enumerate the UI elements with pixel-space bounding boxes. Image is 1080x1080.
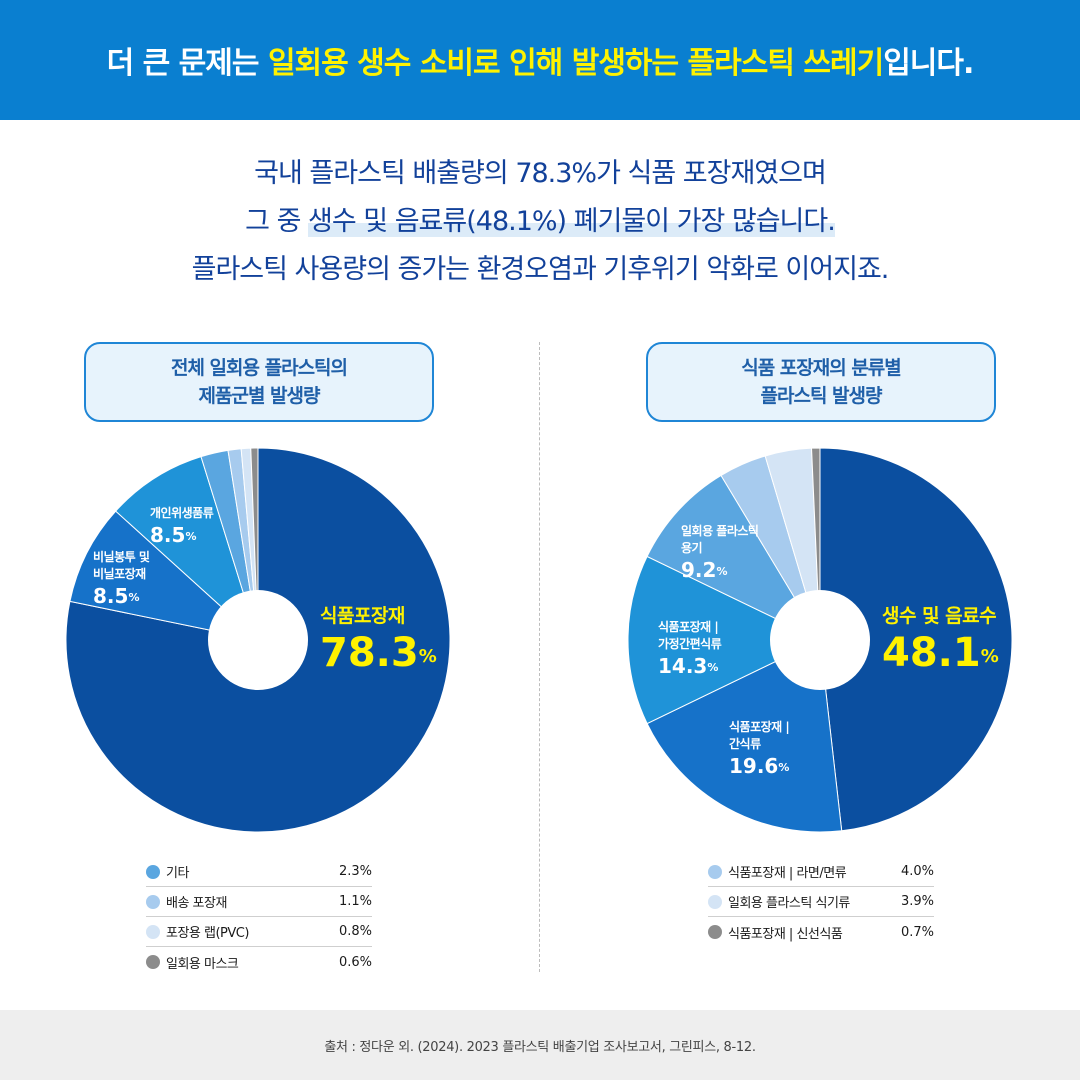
right-chart-title-line-1: 식품 포장재의 분류별 [741, 357, 902, 379]
intro-highlight: 생수 및 음료류(48.1%) 폐기물이 가장 많습니다. [308, 206, 836, 237]
left-label-vinyl: 비닐봉투 및 비닐포장재 8.5% [93, 550, 150, 608]
legend-label: 포장용 랩(PVC) [166, 926, 249, 941]
left-legend: 기타 2.3% 배송 포장재 1.1% 포장용 랩(PVC) 0.8% 일회용 … [146, 857, 372, 977]
legend-label: 배송 포장재 [166, 896, 227, 911]
left-label-food-packaging: 식품포장재 78.3% [320, 605, 437, 676]
pie-slice [227, 448, 259, 641]
legend-swatch [708, 864, 722, 879]
pie-slice [764, 447, 821, 641]
legend-value: 1.1% [338, 894, 372, 909]
right-label-snacks: 식품포장재 | 간식류 19.6% [729, 720, 790, 778]
left-chart-title-line-1: 전체 일회용 플라스틱의 [170, 357, 348, 379]
legend-label: 기타 [166, 866, 189, 881]
intro-line-1: 국내 플라스틱 배출량의 78.3%가 식품 포장재였으며 [254, 158, 827, 189]
right-label-home-meals: 식품포장재 | 가정간편식류 14.3% [658, 620, 722, 678]
legend-row: 배송 포장재 1.1% [146, 887, 372, 917]
right-chart-title-line-2: 플라스틱 발생량 [760, 385, 883, 407]
donut-hole [770, 590, 870, 690]
footer: 출처 : 정다운 외. (2024). 2023 플라스틱 배출기업 조사보고서… [0, 1010, 1080, 1080]
intro-line-3: 플라스틱 사용량의 증가는 환경오염과 기후위기 악화로 이어지죠. [191, 254, 890, 285]
intro-line-2: 그 중 생수 및 음료류(48.1%) 폐기물이 가장 많습니다. [245, 206, 836, 237]
pie-slice [250, 447, 259, 641]
right-label-water-beverage: 생수 및 음료수 48.1% [882, 605, 999, 676]
legend-label: 일회용 마스크 [166, 956, 239, 972]
left-chart-title-line-2: 제품군별 발생량 [198, 385, 321, 407]
legend-swatch [146, 955, 160, 969]
left-label-hygiene: 개인위생품류 8.5% [150, 506, 214, 547]
donut-hole [208, 590, 308, 690]
center-divider [539, 342, 540, 972]
header-banner: 더 큰 문제는 일회용 생수 소비로 인해 발생하는 플라스틱 쓰레기입니다. [0, 0, 1080, 120]
source-citation: 출처 : 정다운 외. (2024). 2023 플라스틱 배출기업 조사보고서… [324, 1039, 756, 1055]
header-title: 더 큰 문제는 일회용 생수 소비로 인해 발생하는 플라스틱 쓰레기입니다. [106, 46, 975, 81]
legend-row: 일회용 마스크 0.6% [146, 947, 372, 977]
left-chart-title-box: 전체 일회용 플라스틱의 제품군별 발생량 [84, 342, 434, 422]
legend-row: 기타 2.3% [146, 857, 372, 887]
legend-swatch [708, 894, 722, 909]
legend-label: 일회용 플라스틱 식기류 [728, 896, 850, 911]
pie-slice [811, 447, 821, 641]
legend-row: 식품포장재 | 라면/면류 4.0% [708, 857, 934, 887]
header-highlight: 일회용 생수 소비로 인해 발생하는 플라스틱 쓰레기 [267, 46, 884, 81]
right-label-containers: 일회용 플라스틱 용기 9.2% [681, 524, 759, 582]
intro-text: 국내 플라스틱 배출량의 78.3%가 식품 포장재였으며 그 중 생수 및 음… [0, 150, 1080, 294]
legend-swatch [146, 924, 160, 939]
legend-value: 3.9% [900, 894, 934, 909]
legend-row: 식품포장재 | 신선식품 0.7% [708, 917, 934, 947]
pie-slice [240, 447, 259, 641]
right-chart-title-box: 식품 포장재의 분류별 플라스틱 발생량 [646, 342, 996, 422]
legend-swatch [146, 864, 160, 879]
right-legend: 식품포장재 | 라면/면류 4.0% 일회용 플라스틱 식기류 3.9% 식품포… [708, 857, 934, 947]
legend-swatch [708, 925, 722, 939]
legend-row: 포장용 랩(PVC) 0.8% [146, 917, 372, 947]
legend-label: 식품포장재 | 신선식품 [728, 926, 843, 942]
legend-value: 4.0% [900, 864, 934, 879]
legend-value: 0.6% [338, 954, 372, 970]
legend-row: 일회용 플라스틱 식기류 3.9% [708, 887, 934, 917]
legend-value: 0.8% [338, 924, 372, 939]
legend-value: 0.7% [900, 924, 934, 940]
legend-value: 2.3% [338, 864, 372, 879]
legend-swatch [146, 894, 160, 909]
legend-label: 식품포장재 | 라면/면류 [728, 866, 847, 881]
